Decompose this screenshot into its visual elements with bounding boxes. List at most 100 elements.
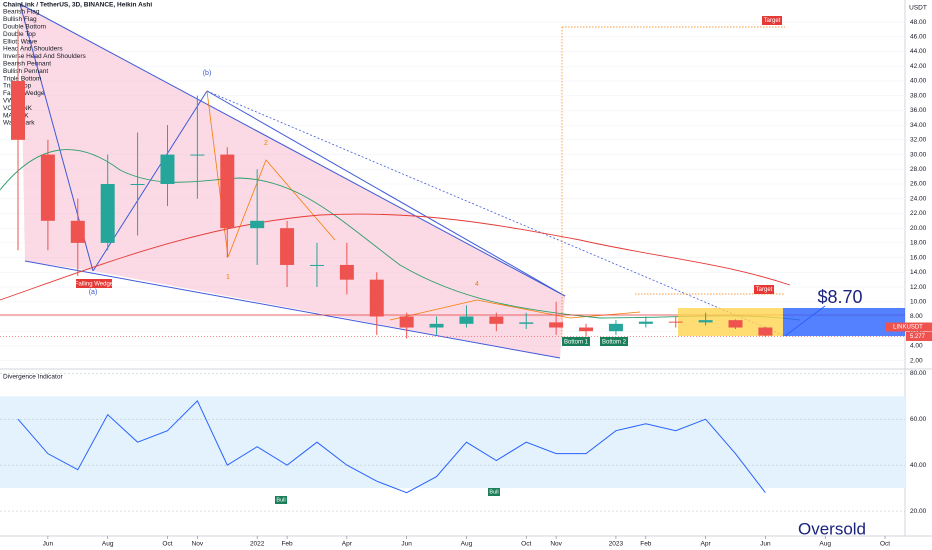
y-tick-label: 28.00 [910, 166, 927, 173]
candle-body [608, 323, 623, 332]
annotation: Bottom 1 [564, 340, 589, 346]
legend-item: Bullish Flag [3, 16, 37, 23]
band [0, 396, 905, 489]
x-tick-label: Feb [281, 541, 293, 548]
candle-body [638, 321, 653, 324]
annotation: Oversold [798, 519, 866, 538]
x-tick-label: Oct [162, 541, 172, 548]
y-tick-label: 26.00 [910, 181, 927, 188]
x-tick-label: Aug [461, 541, 473, 548]
x-tick-label: Nov [192, 541, 204, 548]
axis-unit: USDT [909, 5, 927, 12]
elliott-wave [206, 90, 336, 258]
candle-body [11, 80, 25, 140]
y-tick-label: 48.00 [910, 19, 927, 26]
candle-body [100, 184, 115, 243]
tag-box [562, 337, 590, 346]
y-tick-label: 80.00 [910, 370, 927, 377]
y-tick-label: 18.00 [910, 240, 927, 247]
y-tick-label: 24.00 [910, 195, 927, 202]
legend-item: Head And Shoulders [3, 46, 63, 53]
y-tick-label: 10.00 [910, 298, 927, 305]
candle-body [549, 322, 564, 328]
candle-body [429, 323, 444, 328]
annotation: Falling Wedge [75, 282, 114, 288]
y-tick-label: 40.00 [910, 78, 927, 85]
wave-line [206, 90, 566, 297]
annotation: Target [756, 287, 773, 293]
x-tick-label: Jun [760, 541, 771, 548]
y-tick-label: 34.00 [910, 122, 927, 129]
y-tick-label: 2.00 [910, 357, 923, 364]
candle-body [698, 320, 713, 323]
candle-body [758, 327, 773, 336]
x-tick-label: Aug [819, 541, 831, 548]
legend-item: Bearish Pennant [3, 61, 51, 68]
x-tick-label: 2023 [609, 541, 624, 548]
y-tick-label: 36.00 [910, 107, 927, 114]
tag-box [275, 496, 287, 504]
candle-body [459, 316, 474, 324]
x-tick-label: Apr [342, 541, 353, 548]
annotation: 4 [475, 281, 479, 288]
x-tick-label: Nov [550, 541, 562, 548]
legend-item: Bearish Flag [3, 9, 40, 16]
price-tag [885, 322, 932, 332]
candle-body [728, 320, 743, 328]
y-tick-label: 22.00 [910, 210, 927, 217]
annotation: (b) [203, 70, 212, 77]
annotation: Bull [489, 489, 498, 495]
y-tick-label: 44.00 [910, 48, 927, 55]
tag-box [488, 488, 500, 496]
candle-body [190, 154, 205, 156]
x-tick-label: Feb [640, 541, 652, 548]
projection-arrow [784, 305, 826, 337]
y-tick-label: 60.00 [910, 416, 927, 423]
last-price-label: 5.277 [910, 334, 926, 340]
tag-box [754, 285, 774, 294]
tag-box [76, 279, 112, 288]
y-tick-label: 8.00 [910, 313, 923, 320]
y-tick-label: 20.00 [910, 225, 927, 232]
legend-item: Double Bottom [3, 24, 46, 31]
x-tick-label: Oct [880, 541, 890, 548]
y-tick-label: 4.00 [910, 343, 923, 350]
candle-body [309, 264, 324, 266]
moving-average [0, 213, 791, 301]
y-tick-label: 40.00 [910, 462, 927, 469]
y-tick-label: 32.00 [910, 137, 927, 144]
annotation: Target [764, 18, 781, 24]
moving-average [0, 149, 801, 321]
tag-box [762, 16, 782, 25]
candle-body [399, 316, 414, 328]
candle-body [489, 316, 504, 324]
candle-body [220, 154, 235, 229]
legend-item: Inverse Head And Shoulders [3, 53, 86, 60]
y-tick-label: 38.00 [910, 92, 927, 99]
candle-body [668, 321, 683, 323]
legend-item: Double Top [3, 31, 36, 38]
trend-line [206, 90, 786, 337]
wedge-line [24, 260, 561, 359]
candle-body [369, 279, 384, 317]
y-tick-label: 46.00 [910, 34, 927, 41]
annotation: $8.70 [817, 287, 862, 307]
wedge-line [19, 3, 566, 297]
symbol-label: LINKUSDT [893, 325, 923, 331]
y-tick-label: 14.00 [910, 269, 927, 276]
legend-item: Triple Bottom [3, 75, 41, 82]
y-tick-label: 20.00 [910, 508, 927, 515]
indicator-title: Divergence Indicator [3, 374, 63, 381]
y-tick-label: 12.00 [910, 284, 927, 291]
x-tick-label: Jun [401, 541, 412, 548]
legend-item: Bullish Pennant [3, 68, 48, 75]
annotation: Bottom 2 [602, 340, 627, 346]
y-tick-label: 30.00 [910, 151, 927, 158]
annotation: 2 [264, 140, 268, 147]
x-tick-label: Oct [521, 541, 531, 548]
candle-body [40, 154, 55, 221]
candle-body [339, 264, 354, 280]
wedge-fill [20, 4, 565, 358]
annotation: Bull [276, 497, 285, 503]
candle-body [250, 220, 265, 229]
